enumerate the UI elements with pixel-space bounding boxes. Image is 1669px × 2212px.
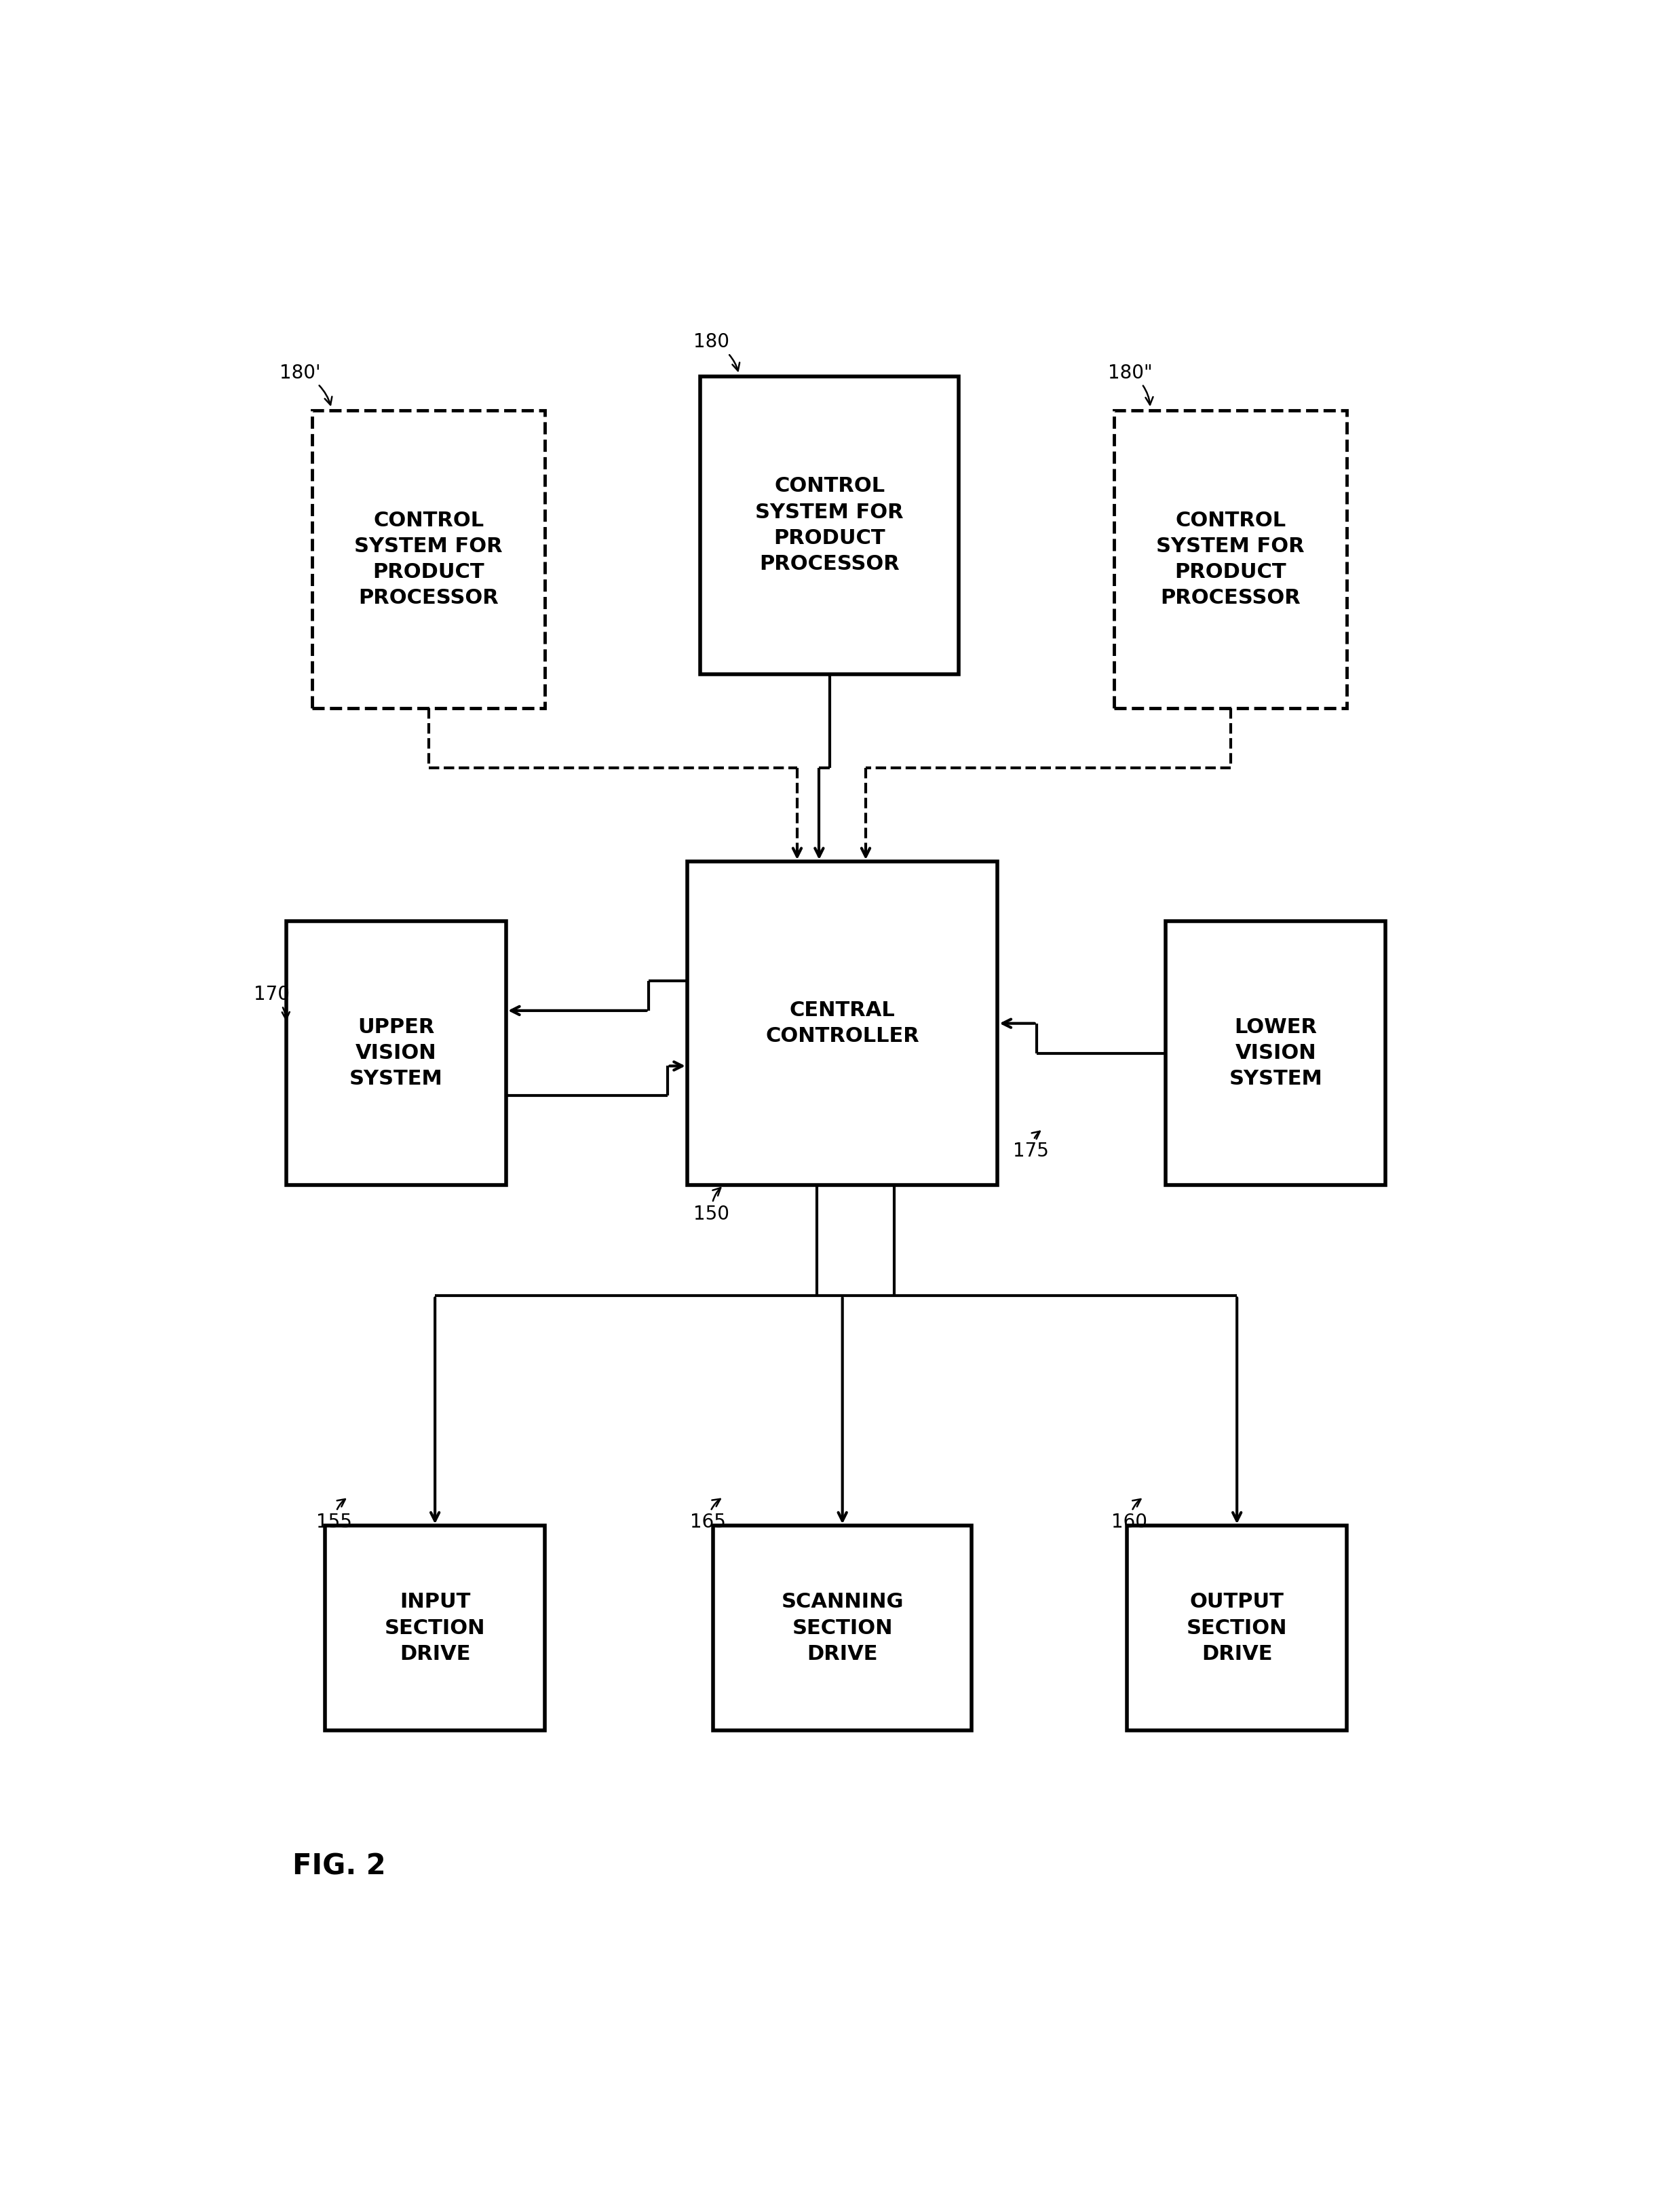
Text: UPPER
VISION
SYSTEM: UPPER VISION SYSTEM bbox=[349, 1018, 442, 1088]
Text: LOWER
VISION
SYSTEM: LOWER VISION SYSTEM bbox=[1228, 1018, 1322, 1088]
Text: CONTROL
SYSTEM FOR
PRODUCT
PROCESSOR: CONTROL SYSTEM FOR PRODUCT PROCESSOR bbox=[354, 511, 502, 608]
Text: 155: 155 bbox=[315, 1500, 352, 1533]
Text: 150: 150 bbox=[694, 1188, 729, 1223]
Text: 175: 175 bbox=[1013, 1130, 1050, 1161]
Text: 165: 165 bbox=[689, 1500, 726, 1533]
Bar bbox=[325, 1526, 544, 1730]
Bar bbox=[287, 920, 506, 1186]
Bar bbox=[312, 409, 544, 708]
Text: INPUT
SECTION
DRIVE: INPUT SECTION DRIVE bbox=[384, 1593, 486, 1663]
Text: CENTRAL
CONTROLLER: CENTRAL CONTROLLER bbox=[766, 1000, 920, 1046]
Text: SCANNING
SECTION
DRIVE: SCANNING SECTION DRIVE bbox=[781, 1593, 903, 1663]
Text: CONTROL
SYSTEM FOR
PRODUCT
PROCESSOR: CONTROL SYSTEM FOR PRODUCT PROCESSOR bbox=[1157, 511, 1305, 608]
Bar bbox=[1165, 920, 1385, 1186]
Text: 160: 160 bbox=[1112, 1500, 1147, 1533]
Bar bbox=[688, 860, 998, 1186]
Bar bbox=[1127, 1526, 1347, 1730]
Text: 180": 180" bbox=[1108, 363, 1153, 405]
Bar bbox=[713, 1526, 971, 1730]
Text: 180': 180' bbox=[280, 363, 332, 405]
Text: FIG. 2: FIG. 2 bbox=[292, 1851, 386, 1880]
Text: CONTROL
SYSTEM FOR
PRODUCT
PROCESSOR: CONTROL SYSTEM FOR PRODUCT PROCESSOR bbox=[756, 476, 903, 573]
Bar bbox=[1115, 409, 1347, 708]
Bar bbox=[701, 376, 960, 675]
Text: 180: 180 bbox=[694, 332, 739, 372]
Text: 170: 170 bbox=[254, 984, 290, 1020]
Text: OUTPUT
SECTION
DRIVE: OUTPUT SECTION DRIVE bbox=[1187, 1593, 1287, 1663]
